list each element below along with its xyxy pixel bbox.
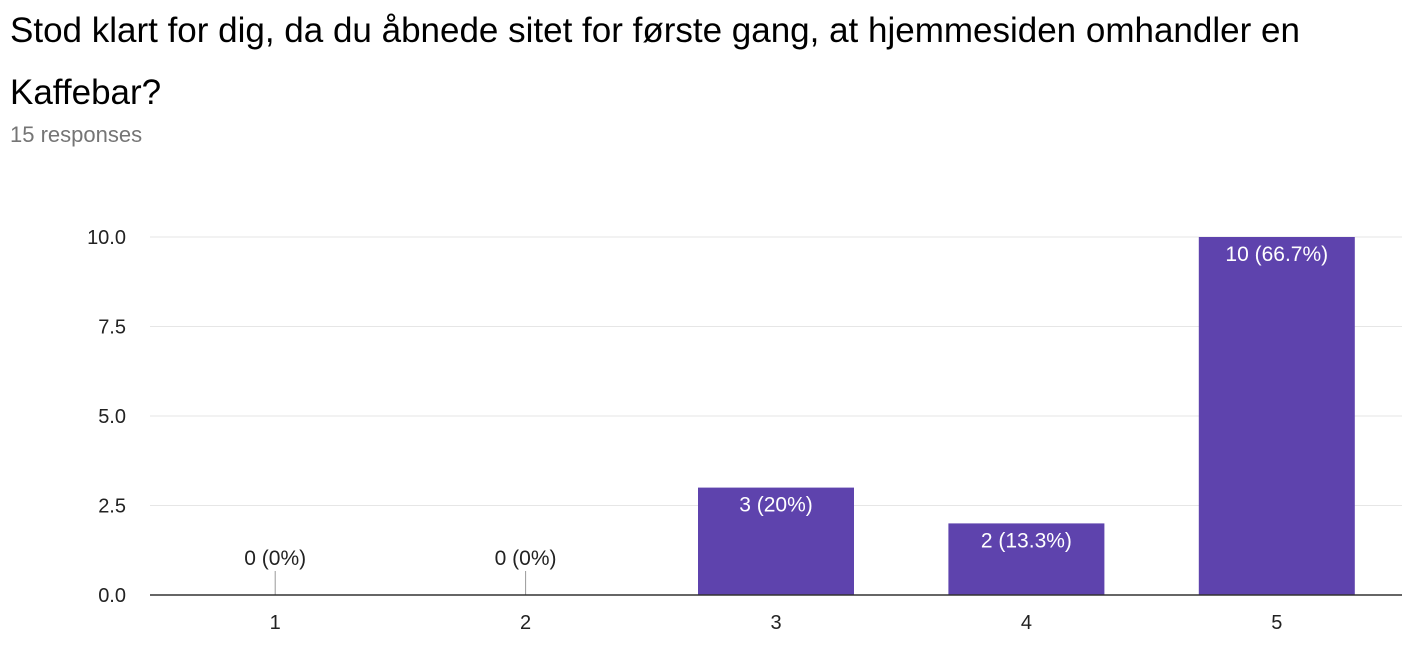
- data-label-4: 2 (13.3%): [981, 529, 1072, 552]
- data-label-2: 0 (0%): [495, 547, 557, 570]
- y-tick-label: 5.0: [98, 406, 126, 428]
- x-tick-label: 1: [270, 612, 281, 634]
- bars: [274, 237, 1355, 595]
- x-tick-label: 2: [520, 612, 531, 634]
- x-tick-label: 4: [1021, 612, 1032, 634]
- data-label-5: 10 (66.7%): [1225, 243, 1328, 266]
- y-tick-label: 2.5: [98, 496, 126, 518]
- question-title: Stod klart for dig, da du åbnede sitet f…: [10, 11, 1300, 112]
- x-axis-ticks: 1 2 3 4 5: [270, 612, 1283, 634]
- y-tick-label: 7.5: [98, 317, 126, 339]
- x-tick-label: 5: [1271, 612, 1282, 634]
- response-count: 15 responses: [10, 122, 143, 147]
- y-axis-ticks: 0.0 2.5 5.0 7.5 10.0: [87, 227, 126, 607]
- y-tick-label: 0.0: [98, 585, 126, 607]
- data-labels: 0 (0%) 0 (0%) 3 (20%) 2 (13.3%) 10 (66.7%): [244, 243, 1328, 570]
- y-tick-label: 10.0: [87, 227, 126, 249]
- data-label-3: 3 (20%): [739, 494, 813, 517]
- data-label-1: 0 (0%): [244, 547, 306, 570]
- x-tick-label: 3: [770, 612, 781, 634]
- bar-4: [948, 523, 1105, 595]
- bar-3: [698, 487, 854, 595]
- grid-lines: [150, 236, 1402, 506]
- bar-5: [1198, 237, 1355, 595]
